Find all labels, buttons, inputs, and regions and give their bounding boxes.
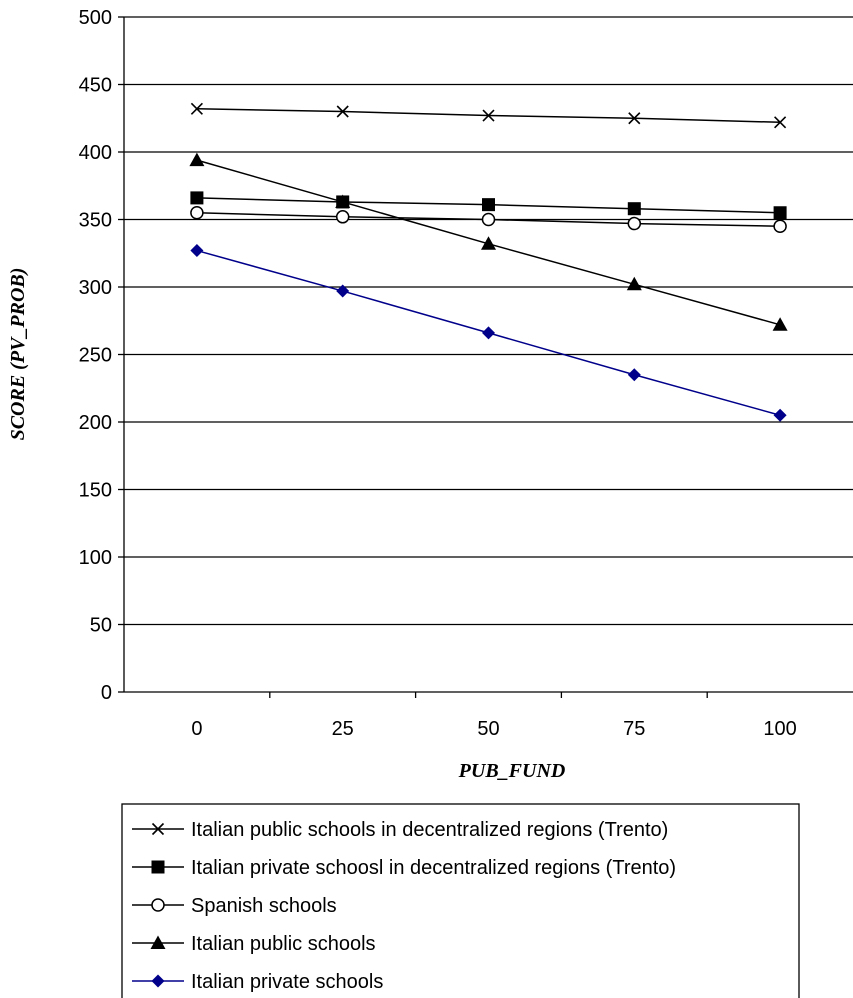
- x-tick-label: 0: [191, 718, 202, 740]
- y-tick-label: 250: [79, 345, 112, 367]
- y-tick-label: 0: [101, 682, 112, 704]
- series-layer: [189, 102, 788, 422]
- legend-marker: [151, 974, 165, 988]
- legend-entry: Italian private schoosl in decentralized…: [132, 857, 676, 879]
- y-tick-label: 150: [79, 480, 112, 502]
- data-point: [482, 326, 495, 340]
- y-tick-label: 500: [79, 7, 112, 29]
- y-tick-label: 450: [79, 75, 112, 97]
- data-point: [626, 276, 642, 291]
- series-1: [190, 102, 787, 129]
- data-point: [189, 152, 205, 167]
- legend-label: Italian public schools: [191, 933, 376, 955]
- data-point: [190, 191, 204, 205]
- y-tick-label: 300: [79, 277, 112, 299]
- x-axis-ticks: 0 25 50 75 100: [191, 692, 797, 740]
- data-point: [190, 244, 204, 258]
- legend-entry: Italian public schools in decentralized …: [132, 819, 668, 841]
- data-point: [627, 202, 641, 216]
- legend-entry: Italian public schools: [132, 933, 376, 955]
- series-3: [190, 206, 787, 233]
- data-point: [481, 212, 496, 227]
- legend: Italian public schools in decentralized …: [121, 803, 800, 998]
- data-point: [627, 216, 642, 231]
- data-point: [336, 284, 350, 298]
- data-point: [772, 317, 788, 331]
- y-tick-label: 400: [79, 142, 112, 164]
- y-tick-label: 200: [79, 412, 112, 434]
- legend-label: Italian public schools in decentralized …: [191, 819, 668, 841]
- data-point: [628, 112, 641, 125]
- data-point: [335, 194, 351, 208]
- y-axis-ticks: 0 50 100 150 200 250 300 350 400 450 500: [79, 7, 124, 704]
- legend-entry: Italian private schools: [132, 971, 383, 993]
- y-tick-label: 50: [90, 615, 112, 637]
- series-5: [190, 244, 787, 422]
- data-point: [336, 105, 349, 118]
- legend-marker: [151, 860, 165, 874]
- y-tick-label: 100: [79, 547, 112, 569]
- data-point: [481, 236, 496, 250]
- data-point: [482, 198, 495, 212]
- data-point: [627, 368, 641, 382]
- legend-marker: [151, 822, 165, 836]
- data-point: [190, 206, 204, 220]
- x-tick-label: 50: [477, 718, 499, 740]
- data-point: [774, 116, 787, 129]
- legend-label: Italian private schoosl in decentralized…: [191, 857, 676, 879]
- x-axis-title: PUB_FUND: [458, 760, 566, 782]
- x-tick-label: 75: [623, 718, 645, 740]
- data-point: [190, 102, 203, 115]
- data-point: [482, 109, 495, 122]
- legend-marker: [150, 935, 166, 949]
- data-point: [335, 210, 350, 224]
- data-point: [773, 408, 787, 422]
- x-tick-label: 100: [763, 718, 796, 740]
- legend-box: [121, 803, 800, 998]
- x-tick-label: 25: [332, 718, 354, 740]
- y-tick-label: 350: [79, 210, 112, 232]
- legend-label: Spanish schools: [191, 895, 337, 917]
- legend-marker: [151, 898, 165, 912]
- data-point: [773, 219, 787, 233]
- gridlines: [124, 16, 853, 626]
- data-point: [773, 206, 787, 220]
- series-4: [189, 152, 788, 331]
- y-axis-title: SCORE (PV_PROB): [7, 268, 29, 441]
- legend-label: Italian private schools: [191, 971, 383, 993]
- legend-entry: Spanish schools: [132, 895, 337, 917]
